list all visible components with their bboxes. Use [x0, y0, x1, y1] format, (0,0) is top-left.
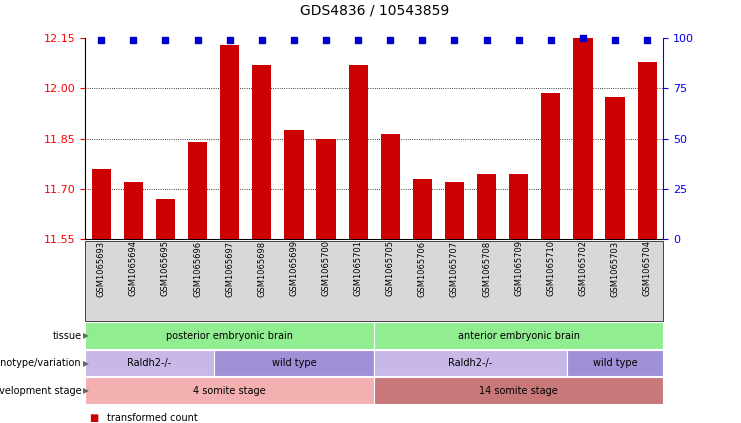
Bar [574, 38, 593, 239]
Bar [252, 65, 271, 239]
Bar [381, 134, 400, 239]
Text: anterior embryonic brain: anterior embryonic brain [458, 331, 579, 341]
Bar [374, 322, 663, 349]
Bar [85, 377, 374, 404]
Text: 4 somite stage: 4 somite stage [193, 386, 266, 396]
Bar [213, 350, 374, 376]
Bar [85, 322, 374, 349]
Bar [220, 45, 239, 239]
Text: transformed count: transformed count [107, 412, 198, 423]
Text: genotype/variation: genotype/variation [0, 358, 82, 368]
Bar [413, 179, 432, 239]
Bar [509, 174, 528, 239]
Text: posterior embryonic brain: posterior embryonic brain [166, 331, 293, 341]
Bar [541, 93, 560, 239]
Text: development stage: development stage [0, 386, 82, 396]
Bar [374, 377, 663, 404]
Bar [85, 350, 213, 376]
Bar [124, 182, 143, 239]
Bar [374, 350, 567, 376]
Bar [567, 350, 663, 376]
Bar [637, 61, 657, 239]
Bar [348, 65, 368, 239]
Text: ▶: ▶ [83, 359, 89, 368]
Bar [285, 130, 304, 239]
Bar [156, 199, 175, 239]
Text: Raldh2-/-: Raldh2-/- [448, 358, 493, 368]
Text: Raldh2-/-: Raldh2-/- [127, 358, 172, 368]
Bar [445, 182, 464, 239]
Text: tissue: tissue [53, 331, 82, 341]
Text: 14 somite stage: 14 somite stage [479, 386, 558, 396]
Bar [316, 138, 336, 239]
Text: ■: ■ [89, 412, 98, 423]
Text: ▶: ▶ [83, 386, 89, 395]
Bar [92, 169, 111, 239]
Bar [605, 97, 625, 239]
Text: GDS4836 / 10543859: GDS4836 / 10543859 [299, 3, 449, 18]
Text: ▶: ▶ [83, 331, 89, 340]
Bar [477, 174, 496, 239]
Text: wild type: wild type [272, 358, 316, 368]
Text: wild type: wild type [593, 358, 637, 368]
Bar [188, 142, 207, 239]
